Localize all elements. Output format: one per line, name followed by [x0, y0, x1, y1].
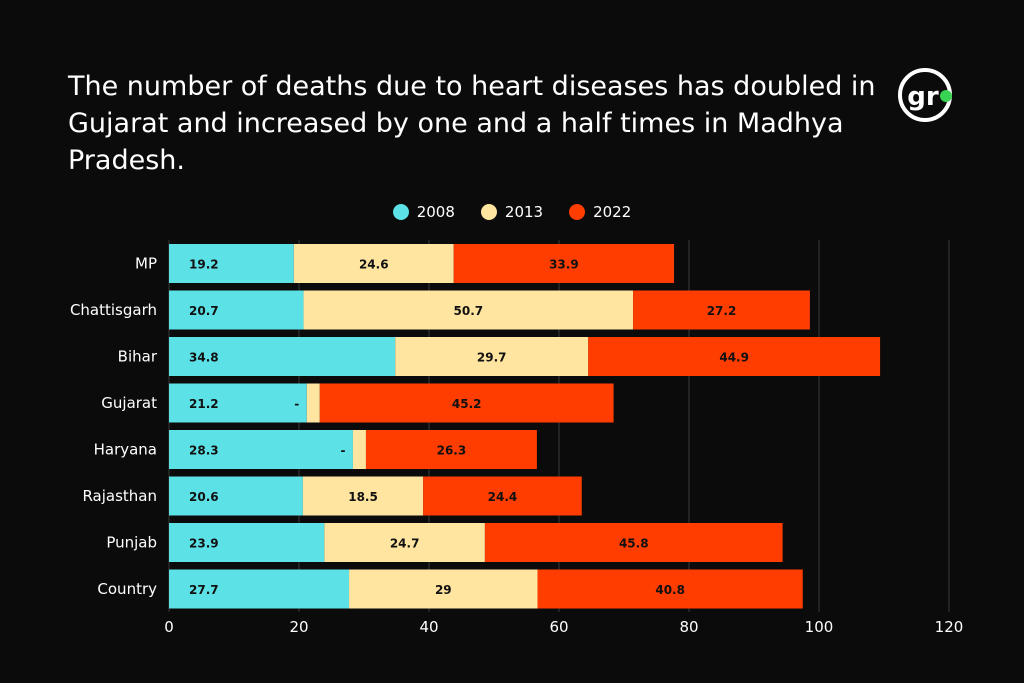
- legend-swatch-2022: [569, 204, 586, 220]
- category-label: Gujarat: [101, 394, 157, 412]
- data-label: 28.3: [189, 444, 219, 458]
- chart-title: The number of deaths due to heart diseas…: [68, 71, 876, 176]
- bar-segment-2022: [537, 569, 803, 609]
- data-label: 44.9: [719, 351, 749, 365]
- bar-segment-2013: [349, 569, 538, 609]
- legend-label-2008: 2008: [416, 203, 455, 221]
- legend-item-2013: 2013: [480, 203, 544, 221]
- bar-segment-2008: [169, 476, 303, 516]
- x-tick-label: 80: [679, 618, 698, 636]
- bar-segment-2013: [324, 523, 485, 562]
- category-label: Haryana: [94, 441, 157, 459]
- data-label: 27.2: [707, 304, 737, 318]
- bar-segment-2022: [484, 523, 783, 562]
- bar-segment-2013: [352, 430, 366, 469]
- bar-segment-2008: [169, 430, 353, 469]
- bar-segment-2008: [169, 337, 396, 376]
- data-label: 18.5: [348, 490, 378, 504]
- data-label: 40.8: [655, 583, 685, 597]
- x-tick-label: 0: [164, 618, 174, 636]
- legend-label-2013: 2013: [504, 203, 544, 221]
- data-label: 50.7: [454, 304, 484, 318]
- data-label: 24.7: [390, 537, 420, 551]
- legend-label-2022: 2022: [593, 203, 632, 221]
- x-tick-label: 100: [805, 618, 834, 636]
- x-tick-label: 20: [289, 618, 308, 636]
- bar-segment-2013: [302, 476, 424, 516]
- bar-segment-2013: [395, 337, 589, 376]
- bar-segment-2008: [169, 290, 304, 330]
- gr-logo-icon: gr: [898, 68, 952, 122]
- logo-text: gr: [907, 82, 939, 112]
- category-label: Country: [97, 580, 157, 598]
- legend-swatch-2013: [480, 204, 497, 220]
- bar-segment-2013: [293, 244, 454, 283]
- bar-segment-2022: [423, 476, 582, 516]
- data-label: 29.7: [477, 351, 507, 365]
- category-label: Chattisgarh: [70, 301, 157, 319]
- legend-swatch-2008: [392, 204, 409, 220]
- x-tick-label: 40: [419, 618, 438, 636]
- x-tick-label: 60: [549, 618, 568, 636]
- category-label: Punjab: [106, 534, 157, 552]
- bar-segment-2022: [633, 290, 810, 330]
- bar-segment-2022: [319, 383, 614, 423]
- data-label: 21.2: [189, 397, 219, 411]
- bar-segment-2013: [303, 290, 634, 330]
- bar-segment-2008: [169, 244, 294, 283]
- data-label: -: [340, 444, 345, 458]
- bar-segment-2008: [169, 569, 350, 609]
- bar-segment-2022: [588, 337, 881, 376]
- data-label: 24.6: [359, 258, 389, 272]
- legend-item-2008: 2008: [392, 203, 455, 221]
- data-label: 34.8: [189, 351, 219, 365]
- legend: 2008 2013 2022: [0, 203, 1024, 221]
- data-label: 23.9: [189, 537, 219, 551]
- bar-segment-2008: [169, 383, 307, 423]
- data-label: -: [294, 397, 299, 411]
- data-label: 24.4: [488, 490, 518, 504]
- bar-segment-2013: [306, 383, 320, 423]
- category-label: MP: [135, 255, 157, 273]
- legend-item-2022: 2022: [569, 203, 631, 221]
- data-label: 20.7: [189, 304, 219, 318]
- bar-segment-2008: [169, 523, 325, 562]
- bar-segment-2022: [365, 430, 537, 469]
- x-tick-label: 120: [935, 618, 964, 636]
- data-label: 29: [435, 583, 452, 597]
- data-label: 33.9: [549, 258, 579, 272]
- data-label: 45.8: [619, 537, 649, 551]
- data-label: 27.7: [189, 583, 219, 597]
- data-label: 45.2: [452, 397, 482, 411]
- category-label: Rajasthan: [82, 487, 157, 505]
- data-label: 26.3: [437, 444, 467, 458]
- data-label: 20.6: [189, 490, 219, 504]
- category-label: Bihar: [118, 348, 158, 366]
- bar-segment-2022: [453, 244, 675, 283]
- logo-dot: [940, 90, 952, 102]
- data-label: 19.2: [189, 258, 219, 272]
